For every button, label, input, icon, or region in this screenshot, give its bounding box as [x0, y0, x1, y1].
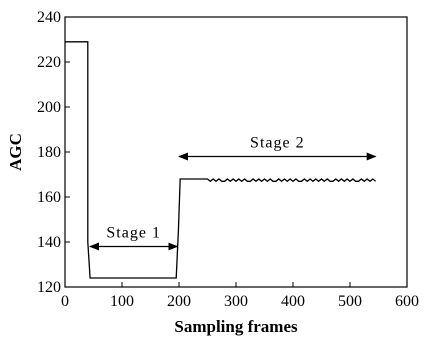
y-axis: 120 140 160 180 200 220 240 [37, 9, 70, 296]
y-tick-label: 240 [37, 9, 61, 26]
x-tick-label: 300 [224, 293, 248, 310]
stage-label: Stage 1 [106, 225, 161, 242]
y-tick-label: 200 [37, 99, 61, 116]
y-axis-title: AGC [6, 133, 25, 171]
stage-label: Stage 2 [250, 135, 305, 152]
x-tick-label: 600 [395, 293, 419, 310]
y-tick-label: 120 [37, 279, 61, 296]
x-tick-label: 0 [61, 293, 69, 310]
x-axis-title: Sampling frames [174, 317, 298, 336]
x-tick-label: 200 [167, 293, 191, 310]
annotation-layer: Stage 1 Stage 2 [89, 135, 377, 251]
y-tick-label: 180 [37, 144, 61, 161]
x-tick-label: 400 [281, 293, 305, 310]
x-tick-label: 500 [338, 293, 362, 310]
y-tick-label: 140 [37, 234, 61, 251]
agc-series-line [65, 41, 377, 279]
series-layer [65, 41, 377, 279]
x-axis: 0 100 200 300 400 500 600 [61, 282, 419, 310]
y-tick-label: 220 [37, 54, 61, 71]
y-tick-label: 160 [37, 189, 61, 206]
x-tick-label: 100 [110, 293, 134, 310]
